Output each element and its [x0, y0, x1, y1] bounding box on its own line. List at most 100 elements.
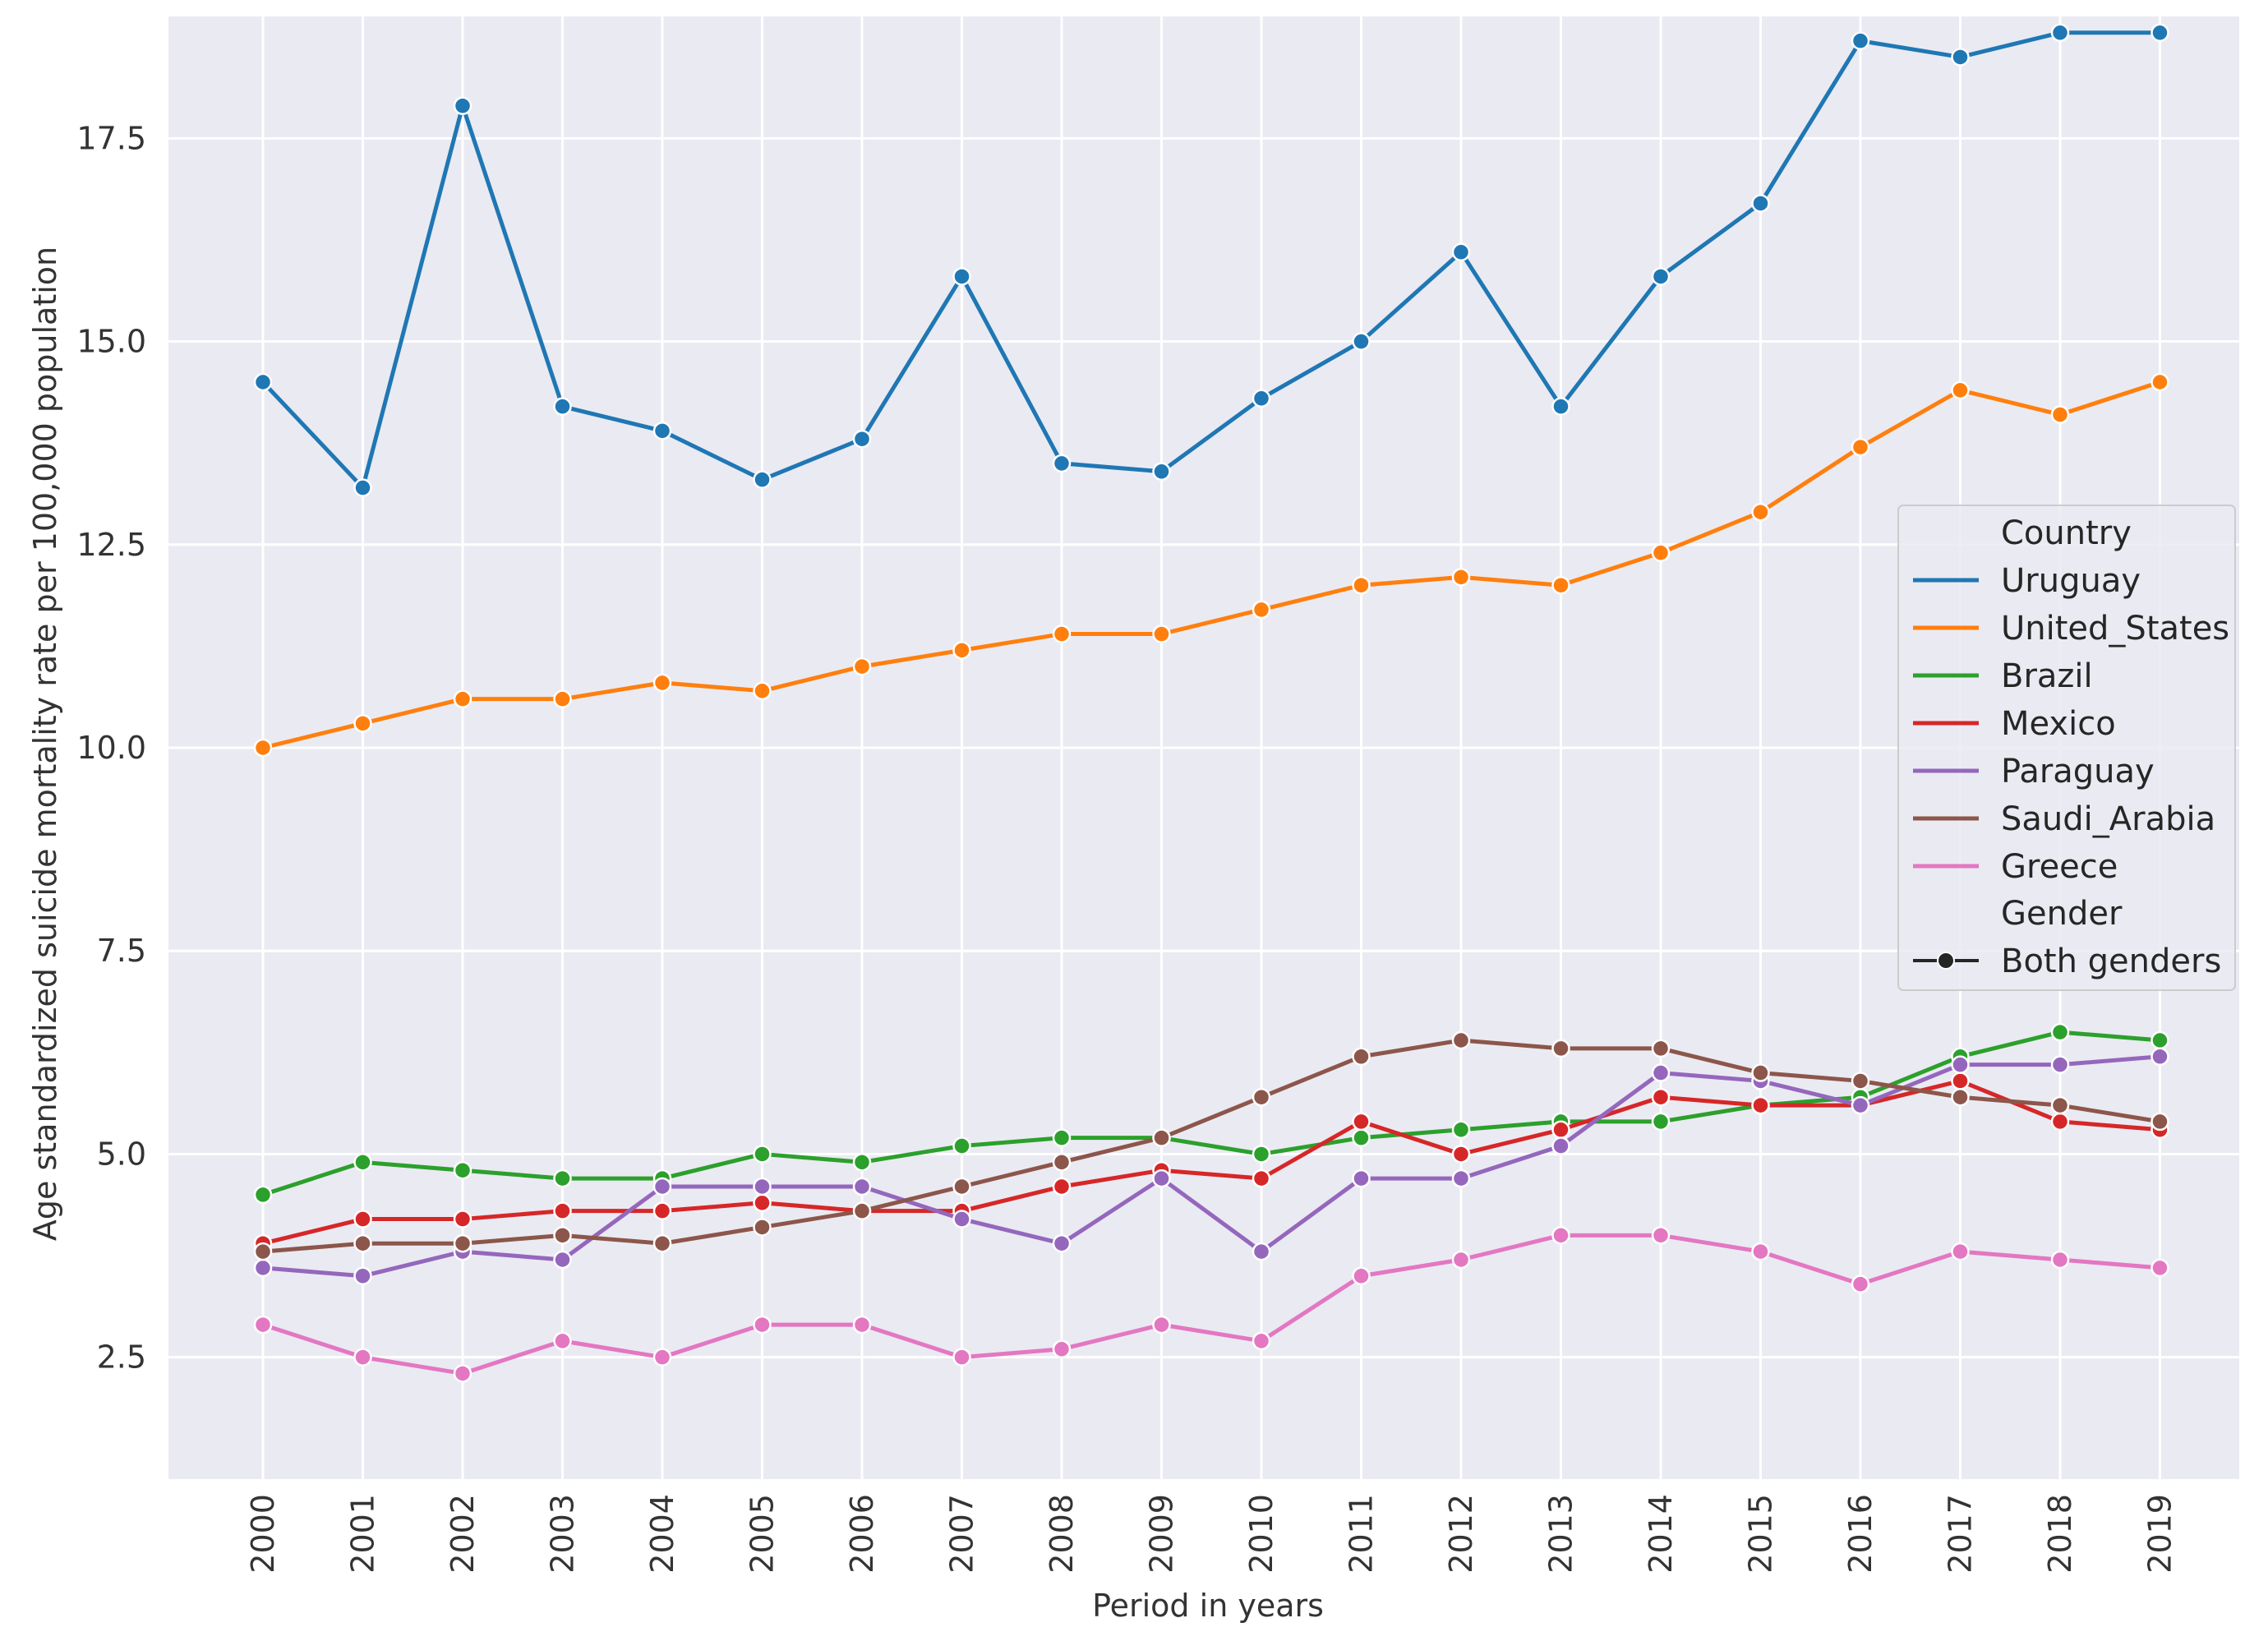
data-point-saudi-arabia-2003	[553, 1226, 572, 1245]
data-point-united-states-2001	[353, 714, 372, 733]
x-tick-label: 2015	[1743, 1494, 1779, 1574]
x-tick-label: 2016	[1842, 1494, 1878, 1574]
data-point-mexico-2017	[1951, 1072, 1970, 1090]
legend-frame	[1897, 505, 2236, 991]
series-greece	[253, 1226, 2169, 1383]
data-point-united-states-2007	[952, 641, 971, 660]
series-line-united-states	[260, 380, 2162, 750]
data-point-uruguay-2019	[2150, 23, 2169, 43]
data-point-greece-2007	[952, 1348, 971, 1367]
legend-title-gender: Gender	[2001, 895, 2123, 933]
data-point-uruguay-2000	[253, 372, 273, 392]
data-point-greece-2010	[1252, 1331, 1271, 1351]
data-point-mexico-2001	[353, 1210, 372, 1228]
data-point-mexico-2013	[1551, 1120, 1570, 1140]
data-point-saudi-arabia-2013	[1551, 1039, 1570, 1058]
data-point-saudi-arabia-2017	[1951, 1087, 1970, 1107]
data-point-saudi-arabia-2008	[1052, 1153, 1072, 1172]
data-point-greece-2019	[2150, 1258, 2169, 1278]
data-point-paraguay-2008	[1052, 1233, 1072, 1253]
legend-label-greece: Greece	[2001, 848, 2118, 886]
data-point-paraguay-2010	[1252, 1242, 1271, 1261]
data-point-mexico-2018	[2050, 1112, 2070, 1132]
data-point-brazil-2002	[453, 1160, 472, 1180]
x-axis-label: Period in years	[1092, 1588, 1324, 1624]
series-line-mexico	[260, 1078, 2162, 1246]
data-point-mexico-2008	[1052, 1177, 1072, 1196]
x-tick-label: 2006	[844, 1494, 880, 1574]
y-tick-label: 12.5	[76, 527, 146, 563]
data-point-paraguay-2019	[2150, 1047, 2169, 1067]
data-point-uruguay-2006	[852, 429, 872, 449]
data-point-uruguay-2002	[453, 96, 472, 116]
data-point-saudi-arabia-2019	[2150, 1112, 2169, 1132]
data-point-greece-2016	[1851, 1275, 1870, 1293]
data-point-mexico-2014	[1651, 1087, 1671, 1107]
x-tick-label: 2019	[2142, 1494, 2178, 1574]
data-point-uruguay-2015	[1751, 194, 1770, 213]
data-point-paraguay-2018	[2050, 1055, 2070, 1074]
data-point-saudi-arabia-2014	[1651, 1039, 1671, 1058]
data-point-brazil-2011	[1352, 1128, 1371, 1147]
data-point-saudi-arabia-2006	[852, 1201, 872, 1220]
series-layer	[253, 23, 2169, 1383]
y-tick-label: 7.5	[97, 933, 146, 969]
x-tick-label: 2013	[1543, 1494, 1579, 1574]
x-tick-label: 2003	[545, 1494, 581, 1574]
data-point-paraguay-2017	[1951, 1055, 1970, 1074]
data-point-brazil-2001	[353, 1153, 372, 1172]
data-point-paraguay-2012	[1451, 1169, 1471, 1188]
data-point-paraguay-2000	[253, 1258, 273, 1278]
data-point-uruguay-2012	[1451, 242, 1471, 262]
data-point-mexico-2010	[1252, 1169, 1271, 1188]
data-point-mexico-2004	[652, 1201, 672, 1220]
series-paraguay	[253, 1047, 2169, 1286]
data-point-uruguay-2009	[1152, 462, 1171, 482]
data-point-united-states-2013	[1551, 575, 1570, 595]
data-point-saudi-arabia-2018	[2050, 1095, 2070, 1115]
data-point-united-states-2014	[1651, 543, 1671, 562]
x-tick-label: 2001	[345, 1494, 381, 1574]
legend: Country Uruguay United_States Brazil Mexico…	[1897, 505, 2236, 991]
data-point-uruguay-2007	[952, 267, 971, 286]
x-tick-label: 2002	[445, 1494, 481, 1574]
x-tick-label: 2014	[1643, 1494, 1679, 1574]
data-point-uruguay-2013	[1551, 397, 1570, 416]
data-point-mexico-2002	[453, 1210, 472, 1228]
data-point-paraguay-2004	[652, 1177, 672, 1196]
y-tick-label: 15.0	[76, 324, 146, 360]
data-point-united-states-2005	[753, 681, 772, 701]
data-point-brazil-2019	[2150, 1030, 2169, 1050]
x-tick-label: 2018	[2042, 1494, 2078, 1574]
data-point-uruguay-2008	[1052, 454, 1072, 473]
data-point-greece-2012	[1451, 1250, 1471, 1270]
data-point-saudi-arabia-2016	[1851, 1072, 1870, 1090]
series-united-states	[253, 372, 2169, 758]
data-point-united-states-2018	[2050, 405, 2070, 424]
legend-label-mexico: Mexico	[2001, 705, 2116, 743]
data-point-greece-2000	[253, 1315, 273, 1334]
data-point-saudi-arabia-2001	[353, 1233, 372, 1253]
x-tick-label: 2017	[1943, 1494, 1979, 1574]
data-point-greece-2009	[1152, 1315, 1171, 1334]
legend-label-brazil: Brazil	[2001, 657, 2093, 695]
data-point-saudi-arabia-2007	[952, 1177, 971, 1196]
data-point-greece-2014	[1651, 1226, 1671, 1245]
data-point-united-states-2006	[852, 657, 872, 676]
data-point-united-states-2009	[1152, 625, 1171, 643]
data-point-mexico-2003	[553, 1201, 572, 1220]
data-point-united-states-2015	[1751, 502, 1770, 522]
data-point-greece-2017	[1951, 1242, 1970, 1261]
data-point-united-states-2000	[253, 738, 273, 758]
data-point-uruguay-2011	[1352, 332, 1371, 351]
data-point-brazil-2000	[253, 1185, 273, 1205]
data-point-united-states-2012	[1451, 568, 1471, 587]
data-point-greece-2008	[1052, 1339, 1072, 1359]
data-point-brazil-2018	[2050, 1022, 2070, 1042]
data-point-brazil-2012	[1451, 1120, 1471, 1140]
data-point-brazil-2006	[852, 1153, 872, 1172]
data-point-paraguay-2006	[852, 1177, 872, 1196]
data-point-united-states-2017	[1951, 380, 1970, 400]
data-point-united-states-2016	[1851, 437, 1870, 457]
